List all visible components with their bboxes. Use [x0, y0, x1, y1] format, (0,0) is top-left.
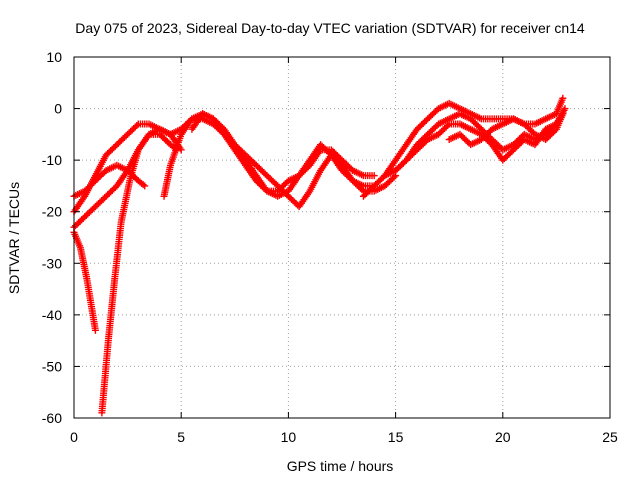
x-axis-label: GPS time / hours: [287, 458, 394, 474]
data-point: [370, 172, 378, 180]
data-point: [177, 146, 185, 154]
data-point: [559, 110, 567, 118]
series-track-1: [70, 228, 99, 334]
x-tick-label: 25: [602, 429, 618, 445]
y-tick-label: -50: [42, 358, 62, 374]
y-tick-label: -30: [42, 255, 62, 271]
y-axis-label: SDTVAR / TECUs: [6, 182, 22, 294]
x-tick-labels: 0 5 10 15 20 25: [70, 429, 618, 445]
axis-ticks: [73, 56, 611, 419]
series-track-7: [188, 110, 378, 200]
x-tick-label: 15: [388, 429, 404, 445]
data-point: [141, 182, 149, 190]
series-track-11: [445, 110, 567, 149]
x-tick-label: 10: [281, 429, 297, 445]
data-point: [561, 105, 569, 113]
x-tick-label: 5: [177, 429, 185, 445]
series-track-5: [70, 125, 185, 231]
y-tick-labels: 10 0 -10 -20 -30 -40 -50 -60: [42, 49, 62, 426]
data-point: [91, 326, 99, 334]
y-tick-label: -10: [42, 152, 62, 168]
data-point: [133, 122, 141, 130]
x-tick-label: 20: [495, 429, 511, 445]
series-track-2: [98, 130, 181, 417]
chart-title: Day 075 of 2023, Sidereal Day-to-day VTE…: [75, 20, 585, 36]
y-tick-label: 0: [54, 101, 62, 117]
plot-frame: [73, 56, 611, 419]
data-point: [444, 122, 452, 130]
grid-lines: [74, 57, 610, 418]
data-point: [139, 181, 147, 189]
y-tick-label: -20: [42, 204, 62, 220]
y-tick-label: -40: [42, 307, 62, 323]
y-tick-label: 10: [46, 49, 62, 65]
data-point: [559, 94, 567, 102]
data-points: [70, 94, 569, 417]
y-tick-label: -60: [42, 410, 62, 426]
x-tick-label: 0: [70, 429, 78, 445]
